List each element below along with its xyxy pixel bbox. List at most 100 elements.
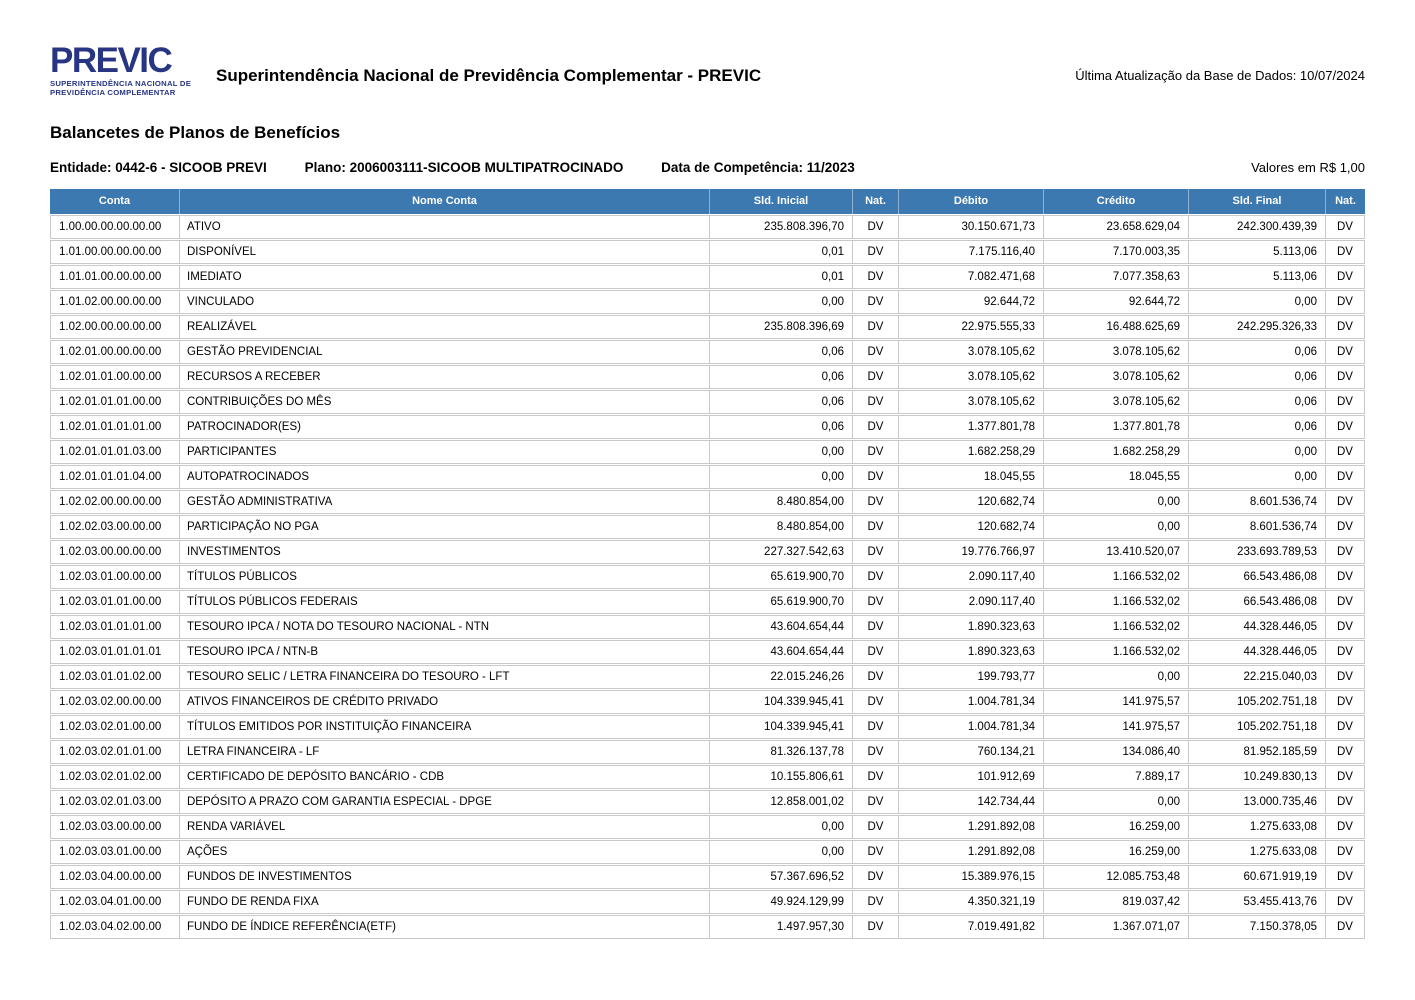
account-code-cell: 1.02.02.03.00.00.00 [50,514,180,539]
account-code-cell: 1.02.03.00.00.00.00 [50,539,180,564]
table-row: 1.02.03.02.01.00.00 TÍTULOS EMITIDOS POR… [50,714,1365,739]
initial-balance-cell: 0,06 [710,414,853,439]
account-code-cell: 1.01.01.00.00.00.00 [50,264,180,289]
credit-cell: 1.166.532,02 [1044,564,1189,589]
final-balance-cell: 22.215.040,03 [1189,664,1326,689]
final-nature-cell: DV [1326,789,1365,814]
account-code-cell: 1.02.03.04.02.00.00 [50,914,180,939]
account-code-cell: 1.02.01.01.01.01.00 [50,414,180,439]
credit-cell: 1.166.532,02 [1044,639,1189,664]
final-nature-cell: DV [1326,289,1365,314]
initial-balance-cell: 0,00 [710,814,853,839]
final-balance-cell: 0,06 [1189,339,1326,364]
table-row: 1.02.03.01.00.00.00 TÍTULOS PÚBLICOS 65.… [50,564,1365,589]
debit-cell: 7.019.491,82 [899,914,1044,939]
account-code-cell: 1.02.03.01.01.02.00 [50,664,180,689]
initial-balance-cell: 0,01 [710,239,853,264]
account-name-cell: DISPONÍVEL [180,239,710,264]
debit-cell: 1.004.781,34 [899,714,1044,739]
org-title: Superintendência Nacional de Previdência… [216,66,762,85]
account-code-cell: 1.02.01.01.01.00.00 [50,389,180,414]
final-balance-cell: 5.113,06 [1189,264,1326,289]
account-code-cell: 1.01.00.00.00.00.00 [50,239,180,264]
final-nature-cell: DV [1326,364,1365,389]
table-row: 1.02.03.01.01.00.00 TÍTULOS PÚBLICOS FED… [50,589,1365,614]
account-code-cell: 1.02.03.03.01.00.00 [50,839,180,864]
credit-cell: 1.377.801,78 [1044,414,1189,439]
account-name-cell: REALIZÁVEL [180,314,710,339]
initial-balance-cell: 0,00 [710,464,853,489]
table-row: 1.02.01.00.00.00.00 GESTÃO PREVIDENCIAL … [50,339,1365,364]
final-balance-cell: 1.275.633,08 [1189,814,1326,839]
balancete-table: Conta Nome Conta Sld. Inicial Nat. Débit… [50,188,1365,940]
account-code-cell: 1.02.03.01.00.00.00 [50,564,180,589]
debit-cell: 15.389.976,15 [899,864,1044,889]
account-name-cell: VINCULADO [180,289,710,314]
final-nature-cell: DV [1326,839,1365,864]
initial-nature-cell: DV [853,914,899,939]
initial-balance-cell: 57.367.696,52 [710,864,853,889]
account-name-cell: FUNDO DE RENDA FIXA [180,889,710,914]
previc-logo-subtitle-line1: SUPERINTENDÊNCIA NACIONAL DE [50,79,192,89]
account-code-cell: 1.02.01.01.01.04.00 [50,464,180,489]
credit-cell: 0,00 [1044,664,1189,689]
credit-cell: 1.682.258,29 [1044,439,1189,464]
table-row: 1.02.03.04.02.00.00 FUNDO DE ÍNDICE REFE… [50,914,1365,939]
initial-nature-cell: DV [853,814,899,839]
account-name-cell: GESTÃO PREVIDENCIAL [180,339,710,364]
debit-cell: 199.793,77 [899,664,1044,689]
initial-nature-cell: DV [853,389,899,414]
initial-nature-cell: DV [853,339,899,364]
initial-nature-cell: DV [853,864,899,889]
table-row: 1.01.00.00.00.00.00 DISPONÍVEL 0,01 DV 7… [50,239,1365,264]
credit-cell: 16.488.625,69 [1044,314,1189,339]
credit-cell: 1.166.532,02 [1044,589,1189,614]
report-meta-row: Entidade: 0442-6 - SICOOB PREVI Plano: 2… [50,160,1365,175]
column-header-nat-inicial: Nat. [853,188,899,214]
final-balance-cell: 8.601.536,74 [1189,514,1326,539]
final-balance-cell: 53.455.413,76 [1189,889,1326,914]
account-name-cell: PATROCINADOR(ES) [180,414,710,439]
final-nature-cell: DV [1326,489,1365,514]
final-balance-cell: 0,00 [1189,289,1326,314]
debit-cell: 2.090.117,40 [899,564,1044,589]
table-row: 1.01.02.00.00.00.00 VINCULADO 0,00 DV 92… [50,289,1365,314]
table-row: 1.02.03.03.01.00.00 AÇÕES 0,00 DV 1.291.… [50,839,1365,864]
debit-cell: 120.682,74 [899,489,1044,514]
account-code-cell: 1.02.01.00.00.00.00 [50,339,180,364]
debit-cell: 3.078.105,62 [899,389,1044,414]
credit-cell: 141.975,57 [1044,714,1189,739]
competencia-info: Data de Competência: 11/2023 [661,159,855,175]
table-row: 1.02.01.01.01.03.00 PARTICIPANTES 0,00 D… [50,439,1365,464]
initial-balance-cell: 43.604.654,44 [710,614,853,639]
account-code-cell: 1.00.00.00.00.00.00 [50,214,180,239]
table-row: 1.02.02.03.00.00.00 PARTICIPAÇÃO NO PGA … [50,514,1365,539]
final-nature-cell: DV [1326,264,1365,289]
final-balance-cell: 66.543.486,08 [1189,589,1326,614]
table-row: 1.02.03.02.01.03.00 DEPÓSITO A PRAZO COM… [50,789,1365,814]
final-balance-cell: 0,06 [1189,389,1326,414]
account-code-cell: 1.02.01.01.01.03.00 [50,439,180,464]
credit-cell: 18.045,55 [1044,464,1189,489]
debit-cell: 19.776.766,97 [899,539,1044,564]
initial-nature-cell: DV [853,564,899,589]
final-balance-cell: 5.113,06 [1189,239,1326,264]
credit-cell: 92.644,72 [1044,289,1189,314]
column-header-conta: Conta [50,188,180,214]
account-name-cell: FUNDO DE ÍNDICE REFERÊNCIA(ETF) [180,914,710,939]
initial-balance-cell: 12.858.001,02 [710,789,853,814]
credit-cell: 3.078.105,62 [1044,364,1189,389]
final-nature-cell: DV [1326,689,1365,714]
debit-cell: 142.734,44 [899,789,1044,814]
initial-nature-cell: DV [853,489,899,514]
final-balance-cell: 0,06 [1189,364,1326,389]
table-row: 1.02.03.00.00.00.00 INVESTIMENTOS 227.32… [50,539,1365,564]
debit-cell: 1.291.892,08 [899,814,1044,839]
debit-cell: 1.682.258,29 [899,439,1044,464]
account-code-cell: 1.02.03.02.01.02.00 [50,764,180,789]
final-balance-cell: 81.952.185,59 [1189,739,1326,764]
account-name-cell: TESOURO SELIC / LETRA FINANCEIRA DO TESO… [180,664,710,689]
account-name-cell: ATIVO [180,214,710,239]
credit-cell: 7.170.003,35 [1044,239,1189,264]
account-code-cell: 1.02.02.00.00.00.00 [50,489,180,514]
